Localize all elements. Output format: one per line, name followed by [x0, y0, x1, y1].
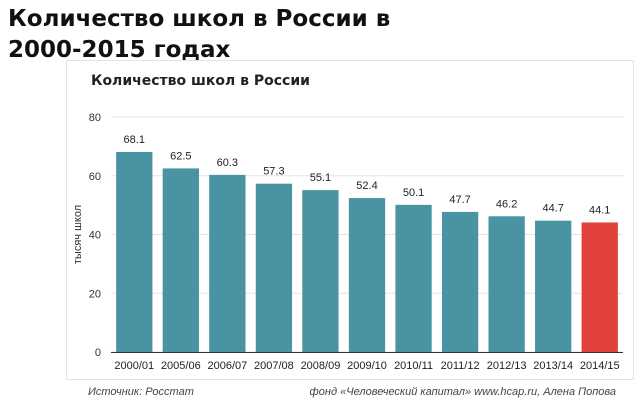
bar-2006-07 [209, 174, 246, 352]
category-labels: 2000/01 2005/06 2006/07 2007/08 2008/09 2009/… [114, 360, 619, 372]
bar-2013-14 [535, 220, 572, 352]
value-labels: 68.1 62.5 60.3 57.3 55.1 52.4 50.1 47.7 46.2 44.7… [124, 134, 611, 217]
bar-2005-06 [162, 168, 199, 352]
bar-value-label: 57.3 [263, 166, 284, 178]
bar-2000-01 [116, 151, 153, 352]
bar-value-label: 44.7 [542, 203, 563, 215]
bar-value-label: 55.1 [310, 172, 331, 184]
y-tick-label: 20 [89, 288, 101, 300]
y-axis-ticks: 0 20 40 60 80 [89, 112, 101, 359]
y-tick-label: 40 [89, 230, 101, 242]
y-axis-label: тысяч школ [72, 205, 84, 264]
bar-value-label: 47.7 [449, 194, 470, 206]
x-tick-label: 2010/11 [394, 360, 433, 372]
bar-2007-08 [255, 183, 293, 352]
bar-value-label: 44.1 [589, 204, 610, 216]
chart-panel: Количество школ в России 0 20 40 60 80 68.1 6… [66, 60, 634, 380]
bar-2008-09 [302, 190, 339, 352]
x-tick-label: 2000/01 [114, 360, 154, 372]
x-tick-label: 2008/09 [301, 360, 341, 372]
x-tick-label: 2012/13 [487, 360, 527, 372]
bar-value-label: 52.4 [356, 180, 377, 192]
bar-value-label: 62.5 [170, 150, 191, 162]
source-note: Источник: Росстат [88, 386, 194, 398]
y-tick-label: 0 [95, 347, 101, 359]
bar-value-label: 68.1 [124, 134, 145, 146]
x-tick-label: 2005/06 [161, 360, 201, 372]
bar-value-label: 60.3 [217, 157, 238, 169]
page-headline: Количество школ в России в 2000-2015 год… [8, 6, 391, 63]
x-tick-label: 2011/12 [441, 360, 480, 372]
bar-2011-12 [441, 211, 479, 352]
x-tick-label: 2009/10 [347, 360, 387, 372]
x-tick-label: 2014/15 [580, 360, 620, 372]
bar-2010-11 [395, 204, 432, 352]
bar-2012-13 [488, 216, 525, 352]
bar-value-label: 46.2 [496, 198, 517, 210]
bar-2009-10 [348, 198, 386, 352]
y-tick-label: 60 [89, 171, 101, 183]
bar-value-label: 50.1 [403, 187, 424, 199]
bar-2014-15 [581, 222, 618, 352]
y-tick-label: 80 [89, 112, 101, 124]
x-tick-label: 2006/07 [207, 360, 247, 372]
credit-note: фонд «Человеческий капитал» www.hcap.ru,… [309, 386, 616, 398]
x-tick-label: 2013/14 [533, 360, 573, 372]
x-tick-label: 2007/08 [254, 360, 294, 372]
chart-title: Количество школ в России [91, 73, 310, 89]
bars [116, 151, 618, 352]
